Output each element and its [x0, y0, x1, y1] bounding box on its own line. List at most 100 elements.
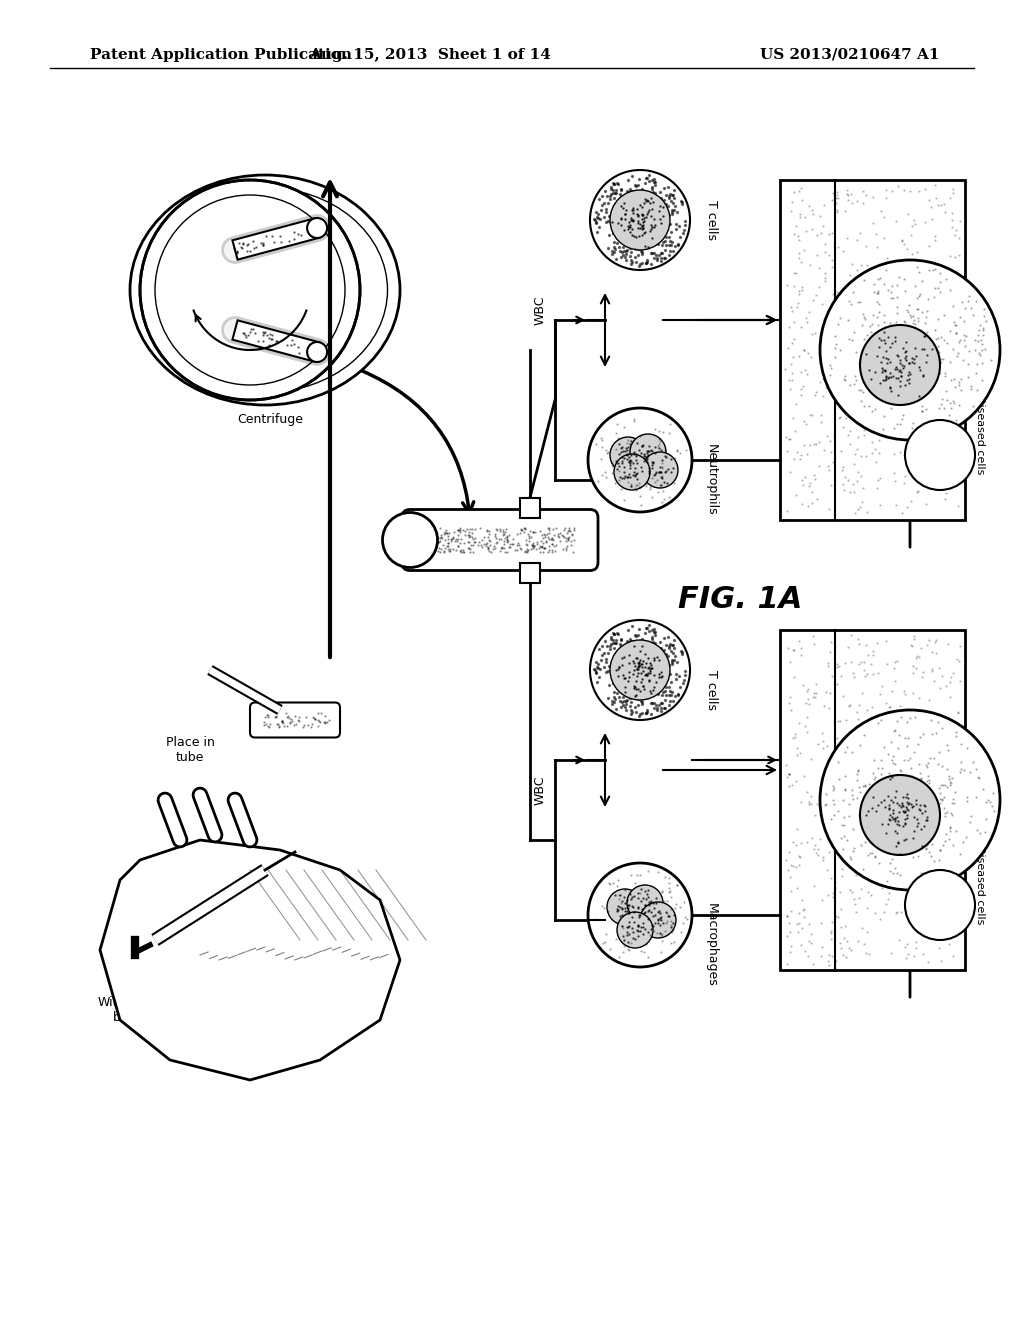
Point	[593, 199, 609, 220]
Text: T cells: T cells	[705, 671, 718, 710]
Point	[656, 230, 673, 251]
Point	[601, 224, 617, 246]
Point	[617, 667, 634, 688]
Point	[634, 253, 650, 275]
Point	[630, 205, 646, 226]
Point	[663, 664, 679, 685]
Point	[651, 645, 668, 667]
Text: Neutrophils: Neutrophils	[705, 445, 718, 516]
Point	[632, 205, 648, 226]
Point	[666, 185, 682, 206]
Point	[606, 174, 623, 195]
Point	[644, 216, 660, 238]
Point	[604, 243, 621, 264]
Point	[604, 210, 621, 231]
Point	[665, 202, 681, 223]
Point	[620, 644, 636, 665]
Point	[599, 642, 615, 663]
Point	[630, 194, 646, 215]
Point	[644, 182, 660, 203]
Point	[625, 216, 641, 238]
Point	[615, 667, 632, 688]
Point	[587, 659, 603, 680]
Point	[626, 636, 642, 657]
Point	[666, 638, 682, 659]
Point	[652, 182, 669, 203]
Point	[639, 618, 655, 639]
Point	[631, 618, 647, 639]
Point	[674, 642, 690, 663]
Point	[650, 214, 667, 235]
FancyBboxPatch shape	[520, 498, 540, 517]
Point	[642, 195, 658, 216]
Circle shape	[588, 863, 692, 968]
Point	[630, 199, 646, 220]
Point	[591, 216, 607, 238]
Point	[671, 665, 687, 686]
Point	[653, 667, 670, 688]
Point	[615, 690, 632, 711]
Point	[650, 198, 667, 219]
Point	[638, 702, 654, 723]
Point	[617, 195, 634, 216]
Point	[646, 622, 663, 643]
Point	[656, 177, 673, 198]
Point	[622, 671, 638, 692]
Point	[589, 672, 605, 693]
Point	[674, 643, 690, 664]
Circle shape	[383, 512, 437, 568]
Point	[655, 697, 672, 718]
Point	[597, 198, 613, 219]
Point	[598, 202, 614, 223]
Text: Withdraw-
blood: Withdraw- blood	[98, 997, 162, 1024]
Point	[640, 186, 656, 207]
Point	[618, 194, 635, 215]
Point	[588, 213, 604, 234]
Point	[623, 178, 639, 199]
Point	[653, 224, 670, 246]
Point	[590, 203, 606, 224]
Point	[620, 631, 636, 652]
Point	[636, 203, 652, 224]
Point	[628, 251, 644, 272]
Point	[655, 190, 672, 211]
Point	[643, 223, 659, 244]
Point	[657, 677, 674, 698]
Point	[651, 640, 668, 661]
Point	[652, 243, 669, 264]
Point	[638, 253, 654, 275]
Point	[677, 211, 693, 232]
Point	[636, 653, 652, 675]
Text: Patent Application Publication: Patent Application Publication	[90, 48, 352, 62]
Point	[600, 655, 616, 676]
Point	[663, 190, 679, 211]
Point	[644, 177, 660, 198]
Text: Centrifuge: Centrifuge	[237, 413, 303, 426]
Point	[594, 185, 610, 206]
Point	[646, 648, 663, 669]
Point	[670, 684, 686, 705]
Point	[648, 213, 665, 234]
Point	[667, 630, 683, 651]
Point	[633, 220, 649, 242]
Text: FIG. 1A: FIG. 1A	[678, 586, 802, 615]
Point	[646, 693, 663, 714]
Point	[637, 643, 653, 664]
Point	[622, 231, 638, 252]
Point	[631, 168, 647, 189]
Point	[622, 632, 638, 653]
Point	[676, 669, 692, 690]
Point	[642, 198, 658, 219]
Point	[647, 174, 664, 195]
Point	[664, 653, 680, 675]
Point	[630, 239, 646, 260]
Point	[667, 180, 683, 201]
Point	[646, 663, 663, 684]
Point	[636, 678, 652, 700]
Point	[640, 202, 656, 223]
Point	[671, 215, 687, 236]
Point	[606, 648, 623, 669]
Point	[646, 618, 663, 639]
Point	[626, 222, 642, 243]
Point	[606, 682, 623, 704]
